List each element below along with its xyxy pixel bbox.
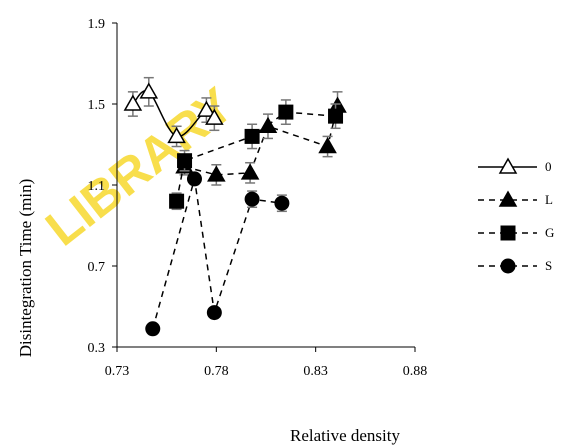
- data-point: [167, 126, 186, 144]
- legend-item-0: 0: [478, 157, 552, 174]
- data-point: [318, 137, 337, 154]
- chart-axes: 0.3 0.7 1.1 1.5 1.9 0.73 0.78 0.83 0.88 Relative …: [16, 17, 427, 445]
- chart-series: [123, 76, 347, 337]
- data-point: [177, 153, 193, 169]
- chart-legend: 0 L G S: [478, 157, 554, 274]
- legend-item-G: G: [478, 225, 554, 241]
- watermark-text: LIBRARY: [35, 77, 243, 257]
- data-point: [197, 100, 216, 117]
- legend-marker: [500, 258, 516, 274]
- y-tick-label: 0.3: [88, 341, 106, 356]
- data-point: [207, 165, 226, 182]
- legend-label: G: [545, 225, 554, 240]
- data-point: [205, 108, 224, 125]
- legend-item-S: S: [478, 258, 552, 274]
- legend-label: 0: [545, 159, 552, 174]
- legend-label: L: [545, 192, 553, 207]
- data-point: [186, 171, 202, 187]
- data-point: [278, 104, 294, 120]
- data-point: [328, 108, 344, 124]
- series-L: [175, 91, 347, 186]
- y-tick-label: 0.7: [88, 260, 106, 275]
- series-0: [123, 76, 224, 148]
- legend-label: S: [545, 258, 552, 273]
- series-line: [184, 105, 339, 176]
- data-point: [206, 305, 222, 321]
- y-axis-title: Disintegration Time (min): [16, 179, 35, 358]
- data-point: [169, 193, 185, 209]
- data-point: [123, 94, 143, 111]
- data-point: [274, 195, 290, 211]
- x-tick-label: 0.88: [403, 364, 428, 379]
- legend-item-L: L: [478, 190, 553, 207]
- x-tick-label: 0.73: [105, 364, 130, 379]
- y-tick-label: 1.5: [88, 98, 106, 113]
- y-tick-label: 1.9: [88, 17, 106, 32]
- watermark: LIBRARY: [35, 77, 243, 257]
- legend-marker: [500, 225, 516, 241]
- data-point: [240, 163, 260, 180]
- x-tick-label: 0.78: [204, 364, 229, 379]
- data-point: [244, 128, 260, 144]
- x-axis-title: Relative density: [290, 426, 401, 445]
- legend-marker: [498, 190, 518, 207]
- data-point: [139, 82, 159, 99]
- series-G: [169, 99, 344, 211]
- data-point: [145, 321, 161, 337]
- series-S: [145, 171, 290, 337]
- data-point: [244, 191, 260, 207]
- legend-marker: [498, 157, 518, 174]
- x-tick-label: 0.83: [303, 364, 328, 379]
- y-tick-label: 1.1: [88, 179, 106, 194]
